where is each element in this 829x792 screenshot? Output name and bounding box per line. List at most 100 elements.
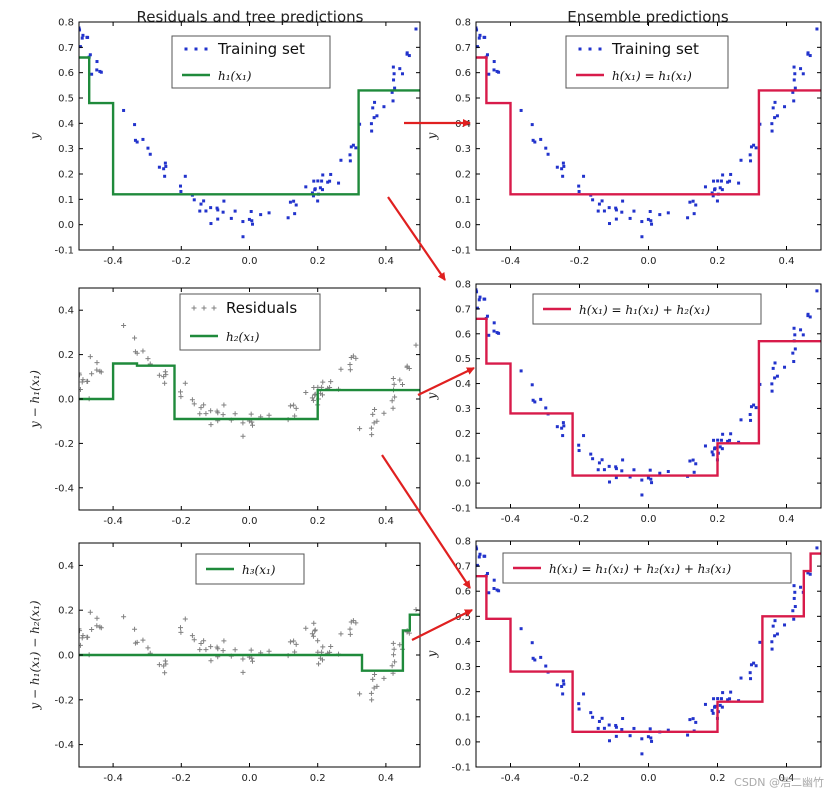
data-point xyxy=(650,222,654,226)
data-point xyxy=(749,159,753,163)
data-point xyxy=(98,625,104,631)
data-point xyxy=(607,480,611,484)
data-point xyxy=(628,734,632,738)
data-point xyxy=(544,664,548,668)
y-axis-label: y − h₁(x₁) − h₂(x₁) xyxy=(28,600,42,710)
data-point xyxy=(721,432,725,436)
data-point xyxy=(600,716,604,720)
data-point xyxy=(182,616,188,622)
data-point xyxy=(792,326,796,330)
data-point xyxy=(752,143,756,147)
data-point xyxy=(209,222,213,226)
data-point xyxy=(530,123,534,127)
y-tick-label: 0.5 xyxy=(455,354,471,365)
data-point xyxy=(497,70,501,74)
data-point xyxy=(771,624,775,628)
data-point xyxy=(89,626,95,632)
data-point xyxy=(721,691,725,695)
data-point xyxy=(808,54,812,58)
data-point xyxy=(720,447,724,451)
x-tick-label: 0.2 xyxy=(310,516,326,527)
data-point xyxy=(400,72,404,76)
data-point xyxy=(597,202,601,206)
data-point xyxy=(88,53,92,57)
y-tick-label: 0.5 xyxy=(455,612,471,623)
data-point xyxy=(582,174,586,178)
data-point xyxy=(372,116,376,120)
data-point xyxy=(710,191,714,195)
data-point xyxy=(710,450,714,454)
data-point xyxy=(182,380,188,386)
data-point xyxy=(476,290,479,294)
data-point xyxy=(492,578,496,582)
data-point xyxy=(703,185,707,189)
data-point xyxy=(562,164,566,168)
data-point xyxy=(485,53,489,57)
data-point xyxy=(374,683,380,689)
data-point xyxy=(337,181,341,185)
data-point xyxy=(649,219,653,223)
data-point xyxy=(250,658,256,664)
y-tick-label: 0.2 xyxy=(58,170,74,181)
data-point xyxy=(482,554,486,558)
data-point xyxy=(482,297,486,301)
data-point xyxy=(754,664,758,668)
data-point xyxy=(737,181,741,185)
data-point xyxy=(749,405,753,409)
data-point xyxy=(368,690,374,696)
legend: Training set h(x₁) = h₁(x₁) xyxy=(565,35,729,89)
panel-p11: -0.1 0.0 0.1 0.2 0.3 0.4 0.5 0.6 0.7 0.8 -0.4 -0.2 0… xyxy=(28,18,421,267)
data-point xyxy=(313,188,317,192)
data-point xyxy=(99,70,103,74)
y-tick-label: -0.1 xyxy=(451,504,471,515)
y-tick-label: 0.4 xyxy=(455,637,471,648)
data-point xyxy=(250,422,256,428)
y-tick-label: 0.4 xyxy=(455,379,471,390)
data-point xyxy=(369,432,375,438)
data-point xyxy=(208,408,214,414)
data-point xyxy=(389,663,395,669)
data-point xyxy=(546,152,550,156)
data-point xyxy=(162,167,166,171)
data-point xyxy=(648,727,652,731)
data-point xyxy=(621,717,625,721)
y-tick-label: 0.3 xyxy=(455,144,471,155)
data-point xyxy=(497,589,501,593)
y-tick-label: 0.6 xyxy=(455,329,471,340)
data-point xyxy=(476,545,478,549)
data-point xyxy=(220,648,226,654)
y-tick-label: 0.3 xyxy=(455,662,471,673)
legend-marker xyxy=(184,47,188,51)
data-point xyxy=(95,60,99,64)
data-point xyxy=(597,461,601,465)
data-point xyxy=(309,395,315,401)
data-point xyxy=(95,68,99,72)
data-point xyxy=(310,191,314,195)
data-point xyxy=(561,679,565,683)
data-point xyxy=(561,174,565,178)
data-point xyxy=(293,212,297,216)
data-point xyxy=(80,36,84,40)
data-point xyxy=(770,382,774,386)
y-tick-label: 0.1 xyxy=(455,195,471,206)
data-point xyxy=(487,591,491,595)
data-point xyxy=(338,631,344,637)
legend-label: h(x₁) = h₁(x₁) xyxy=(612,69,692,83)
y-tick-label: 0.7 xyxy=(455,43,471,54)
data-point xyxy=(405,52,409,56)
data-point xyxy=(287,403,293,409)
data-point xyxy=(162,380,168,386)
data-point xyxy=(393,86,397,90)
data-point xyxy=(792,65,796,69)
data-point xyxy=(720,188,724,192)
data-point xyxy=(132,335,138,341)
data-point xyxy=(382,105,386,109)
data-point xyxy=(649,477,653,481)
legend-marker xyxy=(204,47,208,51)
legend-marker xyxy=(588,47,592,51)
data-point xyxy=(339,158,343,162)
data-point xyxy=(530,641,534,645)
y-tick-label: 0.2 xyxy=(58,606,74,617)
data-point xyxy=(177,625,183,631)
data-point xyxy=(347,631,353,637)
